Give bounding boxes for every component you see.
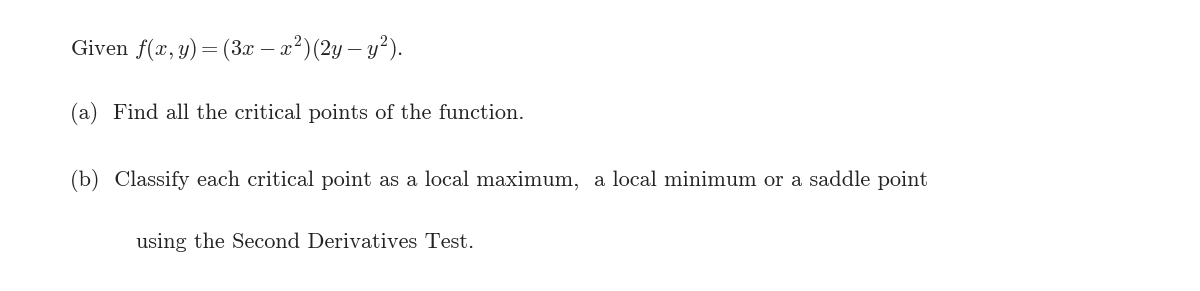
- Text: (b)  Classify each critical point as a local maximum,  a local minimum or a sadd: (b) Classify each critical point as a lo…: [70, 169, 928, 192]
- Text: Given $f(x, y) = (3x - x^2)(2y - y^2).$: Given $f(x, y) = (3x - x^2)(2y - y^2).$: [70, 35, 403, 65]
- Text: (a)  Find all the critical points of the function.: (a) Find all the critical points of the …: [70, 102, 524, 125]
- Text: using the Second Derivatives Test.: using the Second Derivatives Test.: [136, 233, 474, 252]
